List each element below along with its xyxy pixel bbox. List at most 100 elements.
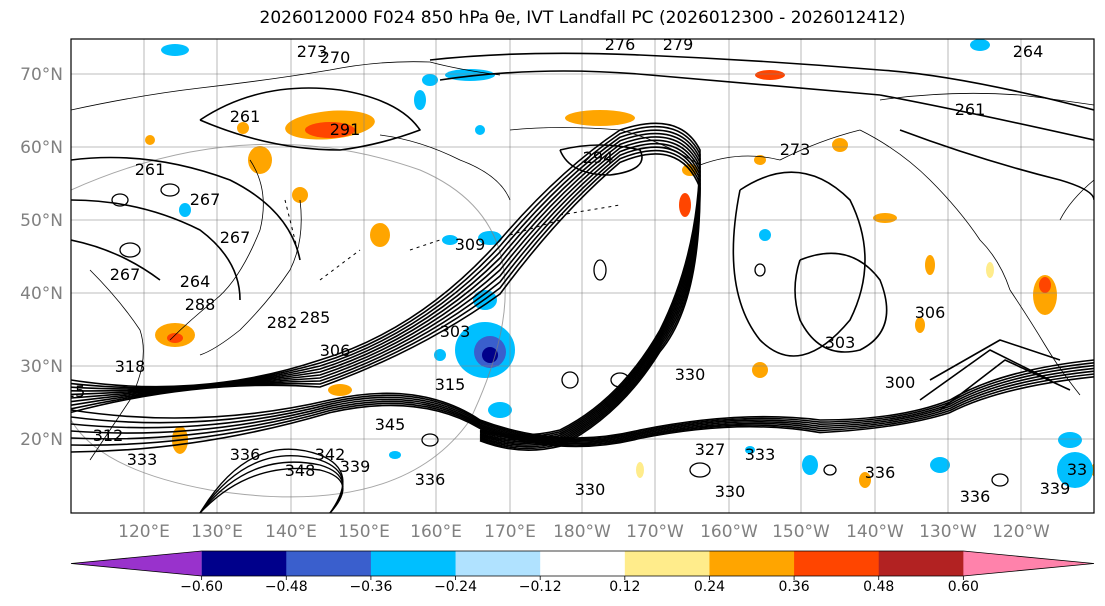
contour-label: 336: [960, 487, 991, 506]
island-chain: [319, 249, 361, 281]
theta-e-contour: [71, 156, 301, 261]
contour-label: 279: [663, 35, 694, 54]
colorbar-bin: [370, 551, 457, 576]
pc-shaded-region: [859, 472, 871, 488]
pc-shaded-region: [161, 44, 189, 56]
contour-label: 315: [55, 382, 86, 401]
contour-label: 309: [455, 235, 486, 254]
colorbar-extend-high: [963, 551, 1094, 576]
theta-e-contour: [71, 367, 1094, 443]
contour-label: 327: [695, 440, 726, 459]
pc-shaded-region: [389, 451, 401, 459]
theta-e-contour: [71, 376, 1094, 453]
colorbar-extend-low: [71, 551, 202, 576]
theta-e-contours: [71, 52, 1094, 513]
theta-e-contour: [429, 52, 881, 71]
contour-label: 306: [320, 341, 351, 360]
colorbar-tick-label: 0.36: [779, 579, 810, 595]
contour-label: 339: [1040, 479, 1071, 498]
theta-e-closed-contour: [991, 473, 1009, 487]
theta-e-closed-contour: [593, 259, 607, 281]
contour-label: 330: [575, 480, 606, 499]
pc-shaded-region: [759, 229, 771, 241]
contour-label: 318: [115, 357, 146, 376]
colorbar-tick-label: 0.24: [694, 579, 725, 595]
contour-label: 261: [230, 107, 261, 126]
contour-label: 345: [375, 415, 406, 434]
theta-e-closed-contour: [561, 371, 579, 389]
pc-shaded-region: [292, 187, 308, 203]
theta-e-contour: [71, 146, 701, 448]
pc-shaded-region: [488, 402, 512, 418]
coastline: [879, 92, 1094, 106]
theta-e-contour: [879, 94, 1094, 141]
coastline: [71, 61, 501, 111]
colorbar-bin: [709, 551, 795, 576]
contour-label: 336: [865, 463, 896, 482]
theta-e-contour: [71, 122, 701, 436]
pc-shaded-region: [873, 213, 897, 223]
pc-shaded-region: [930, 457, 950, 473]
pc-shaded-region: [434, 349, 446, 361]
contour-label: 264: [1013, 42, 1044, 61]
pc-shaded-region: [832, 138, 848, 152]
colorbar-tick-label: −0.48: [265, 579, 308, 595]
longitude-tick-label: 140°E: [265, 522, 317, 542]
pc-shaded-region: [442, 235, 458, 245]
pc-shaded-region: [1039, 277, 1051, 293]
colorbar: [70, 550, 1095, 577]
coastline: [199, 199, 302, 356]
contour-label: 303: [440, 322, 471, 341]
contour-label: 333: [745, 445, 776, 464]
colorbar-tick-label: 0.12: [609, 579, 640, 595]
theta-e-contour: [199, 87, 421, 151]
pc-shaded-region: [752, 362, 768, 378]
latitude-tick-label: 70°N: [20, 65, 63, 85]
contour-label: 348: [285, 461, 316, 480]
contour-label: 273: [297, 42, 328, 61]
colorbar-bin: [878, 551, 964, 576]
pc-shaded-region: [915, 317, 925, 333]
pc-shaded-region: [167, 333, 183, 343]
pc-shaded-region: [925, 255, 935, 275]
longitude-tick-label: 160°E: [410, 522, 462, 542]
pc-shaded-region: [305, 122, 355, 138]
pc-shaded-region: [422, 74, 438, 86]
longitude-tick-label: 130°E: [191, 522, 243, 542]
theta-e-contour: [559, 144, 643, 176]
colorbar-bin: [455, 551, 541, 576]
longitude-tick-label: 150°E: [338, 522, 390, 542]
colorbar-tick-label: −0.36: [349, 579, 392, 595]
contour-label: 270: [320, 48, 351, 67]
longitude-tick-label: 170°E: [484, 522, 536, 542]
contour-label: 282: [267, 313, 298, 332]
coastline: [859, 129, 1011, 291]
contour-label: 267: [190, 190, 221, 209]
chart-title: 2026012000 F024 850 hPa θe, IVT Landfall…: [259, 8, 906, 28]
colorbar-bin: [540, 551, 626, 576]
pc-shaded-region: [745, 446, 755, 454]
theta-e-contour: [71, 139, 701, 445]
contour-label: 261: [135, 160, 166, 179]
colorbar-bin: [201, 551, 287, 576]
theta-e-closed-contour: [160, 183, 180, 197]
pc-shaded-region: [237, 122, 249, 134]
pc-shaded-region: [145, 135, 155, 145]
coastline: [379, 134, 511, 201]
contour-label: 336: [415, 470, 446, 489]
latitude-tick-label: 50°N: [20, 211, 63, 231]
contour-label: 330: [715, 482, 746, 501]
theta-e-closed-contour: [119, 242, 141, 258]
theta-e-contour: [71, 153, 701, 451]
colorbar-bin: [286, 551, 372, 576]
theta-e-closed-contour: [421, 433, 439, 447]
theta-e-contour: [71, 125, 701, 438]
theta-e-contour: [71, 129, 701, 440]
pc-shaded-region: [179, 203, 191, 217]
theta-e-closed-contour: [689, 462, 711, 478]
contour-label: 342: [315, 445, 346, 464]
longitude-tick-label: 170°W: [626, 522, 684, 542]
pc-shaded-region: [970, 39, 990, 51]
latitude-tick-label: 30°N: [20, 357, 63, 377]
